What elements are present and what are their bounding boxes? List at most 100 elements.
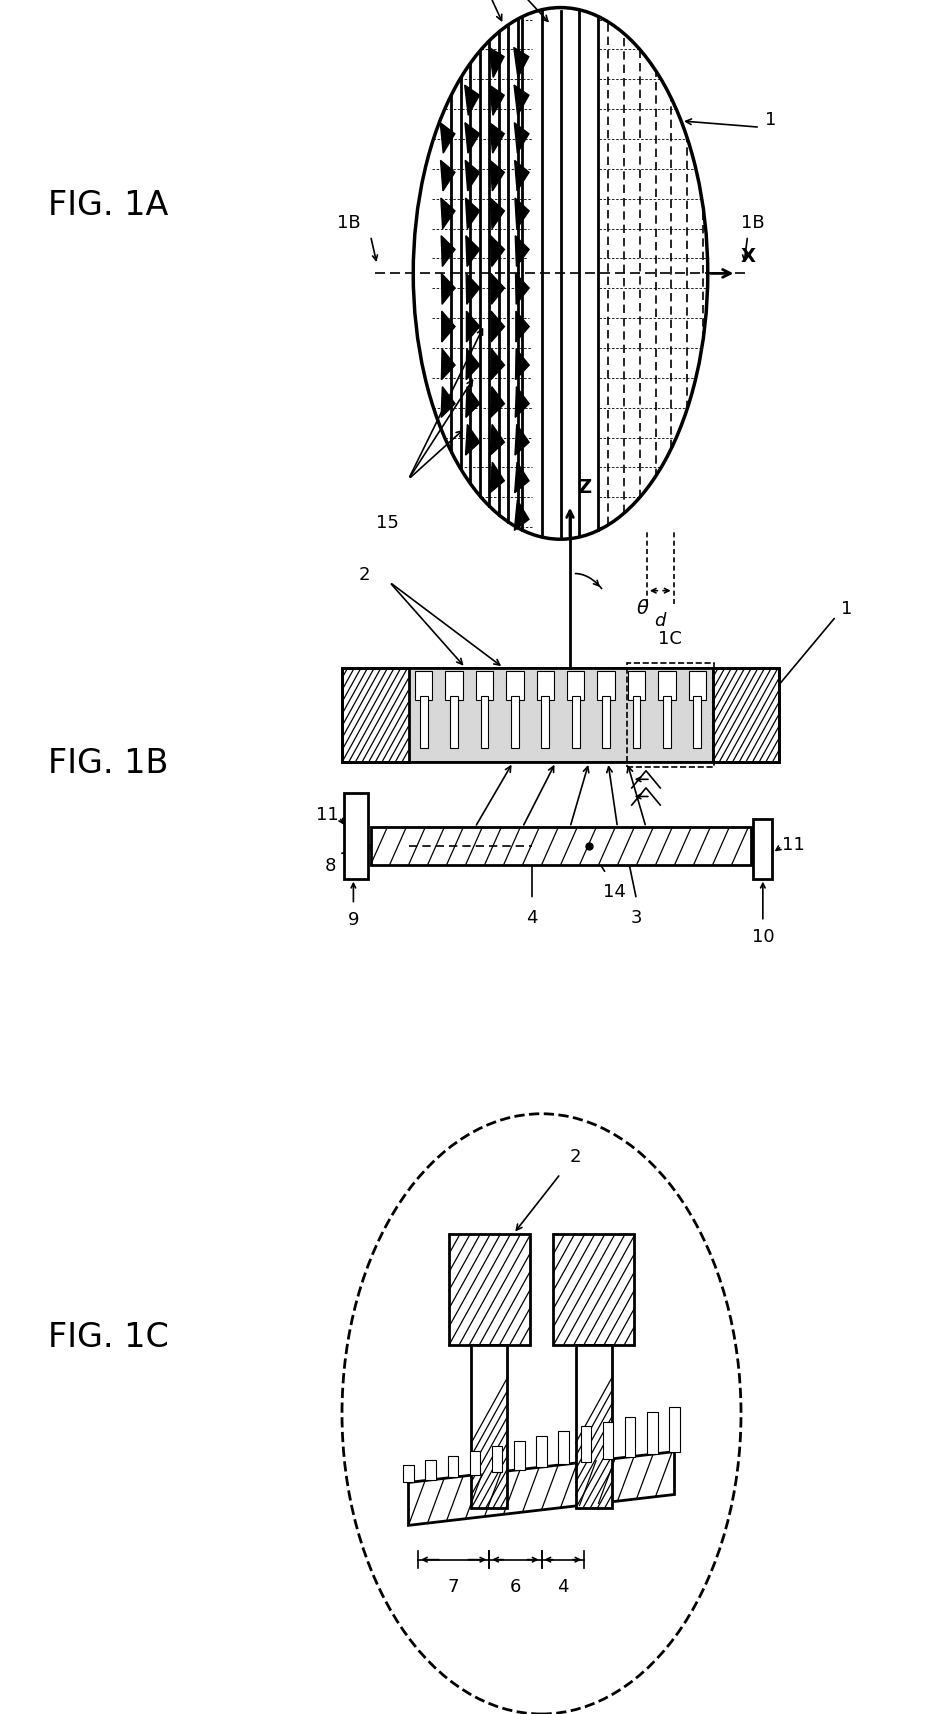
Polygon shape bbox=[442, 350, 455, 381]
Polygon shape bbox=[466, 312, 480, 343]
Polygon shape bbox=[515, 161, 529, 192]
Polygon shape bbox=[466, 350, 480, 381]
Polygon shape bbox=[514, 123, 529, 154]
Polygon shape bbox=[466, 161, 480, 192]
Text: 2: 2 bbox=[359, 566, 371, 583]
Polygon shape bbox=[516, 274, 529, 305]
Text: FIG. 1A: FIG. 1A bbox=[48, 189, 168, 223]
Polygon shape bbox=[466, 274, 480, 305]
Polygon shape bbox=[490, 199, 504, 230]
Bar bbox=[415, 672, 432, 699]
Bar bbox=[403, 1465, 413, 1483]
Bar bbox=[559, 1431, 569, 1464]
Polygon shape bbox=[441, 161, 455, 192]
Text: 4: 4 bbox=[557, 1577, 569, 1594]
Bar bbox=[694, 696, 701, 749]
Polygon shape bbox=[490, 425, 504, 456]
Polygon shape bbox=[515, 463, 529, 494]
Polygon shape bbox=[408, 1452, 674, 1525]
Bar bbox=[627, 663, 714, 768]
Bar bbox=[471, 1345, 507, 1508]
Bar bbox=[342, 668, 408, 763]
Bar bbox=[602, 696, 610, 749]
Bar bbox=[633, 696, 640, 749]
Bar bbox=[580, 1426, 591, 1462]
Polygon shape bbox=[465, 86, 480, 117]
Polygon shape bbox=[515, 237, 529, 267]
Polygon shape bbox=[441, 199, 455, 230]
Bar bbox=[426, 1460, 436, 1481]
Bar bbox=[446, 672, 463, 699]
Bar bbox=[576, 1345, 612, 1508]
Polygon shape bbox=[440, 123, 455, 154]
Polygon shape bbox=[442, 274, 455, 305]
Bar bbox=[447, 1455, 458, 1477]
Polygon shape bbox=[491, 274, 504, 305]
Polygon shape bbox=[514, 48, 529, 79]
Text: 3: 3 bbox=[631, 908, 642, 926]
Text: 1B: 1B bbox=[741, 214, 765, 231]
Text: 10: 10 bbox=[751, 927, 774, 944]
Bar bbox=[469, 1450, 480, 1474]
Text: 5: 5 bbox=[600, 1359, 612, 1376]
Text: d: d bbox=[655, 612, 666, 629]
Text: 1C: 1C bbox=[658, 631, 682, 648]
Bar bbox=[492, 1447, 503, 1472]
Text: 1B: 1B bbox=[337, 214, 361, 231]
Text: Z: Z bbox=[578, 478, 592, 497]
Polygon shape bbox=[514, 86, 529, 117]
Bar bbox=[663, 696, 671, 749]
Polygon shape bbox=[442, 312, 455, 343]
Bar bbox=[342, 668, 779, 763]
Bar bbox=[542, 696, 549, 749]
Text: $\theta$: $\theta$ bbox=[636, 598, 650, 619]
Bar bbox=[598, 672, 615, 699]
Bar bbox=[481, 696, 488, 749]
Polygon shape bbox=[516, 350, 529, 381]
Polygon shape bbox=[490, 237, 504, 267]
Bar bbox=[537, 672, 554, 699]
Polygon shape bbox=[441, 237, 455, 267]
Polygon shape bbox=[490, 387, 504, 418]
Bar bbox=[514, 1441, 524, 1471]
Polygon shape bbox=[489, 123, 504, 154]
Polygon shape bbox=[465, 123, 480, 154]
Bar bbox=[572, 696, 580, 749]
Bar bbox=[602, 1423, 614, 1460]
Polygon shape bbox=[515, 199, 529, 230]
Bar bbox=[450, 696, 458, 749]
Bar bbox=[344, 794, 368, 879]
Polygon shape bbox=[515, 387, 529, 418]
Text: 1: 1 bbox=[765, 111, 776, 129]
Text: FIG. 1C: FIG. 1C bbox=[48, 1320, 168, 1354]
Text: 11: 11 bbox=[782, 836, 805, 854]
Polygon shape bbox=[489, 48, 504, 79]
Text: 2: 2 bbox=[570, 1148, 581, 1166]
Bar bbox=[753, 819, 772, 879]
Bar bbox=[506, 672, 523, 699]
Bar bbox=[449, 1234, 530, 1345]
Polygon shape bbox=[466, 425, 480, 456]
Text: 15: 15 bbox=[376, 514, 399, 531]
Bar bbox=[476, 672, 493, 699]
Text: 4: 4 bbox=[526, 908, 538, 926]
Text: 11: 11 bbox=[316, 806, 339, 824]
Polygon shape bbox=[516, 312, 529, 343]
Bar bbox=[689, 672, 706, 699]
Bar bbox=[712, 668, 779, 763]
Polygon shape bbox=[489, 86, 504, 117]
Polygon shape bbox=[490, 463, 504, 494]
Polygon shape bbox=[466, 199, 480, 230]
Text: 7: 7 bbox=[447, 1577, 460, 1594]
Bar bbox=[370, 828, 750, 866]
Bar bbox=[669, 1407, 680, 1452]
Polygon shape bbox=[490, 161, 504, 192]
Polygon shape bbox=[514, 500, 529, 531]
Polygon shape bbox=[515, 425, 529, 456]
Bar bbox=[408, 668, 712, 763]
Bar bbox=[553, 1234, 634, 1345]
Polygon shape bbox=[466, 387, 480, 418]
Polygon shape bbox=[491, 350, 504, 381]
Bar bbox=[536, 1436, 547, 1467]
Text: 1: 1 bbox=[841, 600, 852, 617]
